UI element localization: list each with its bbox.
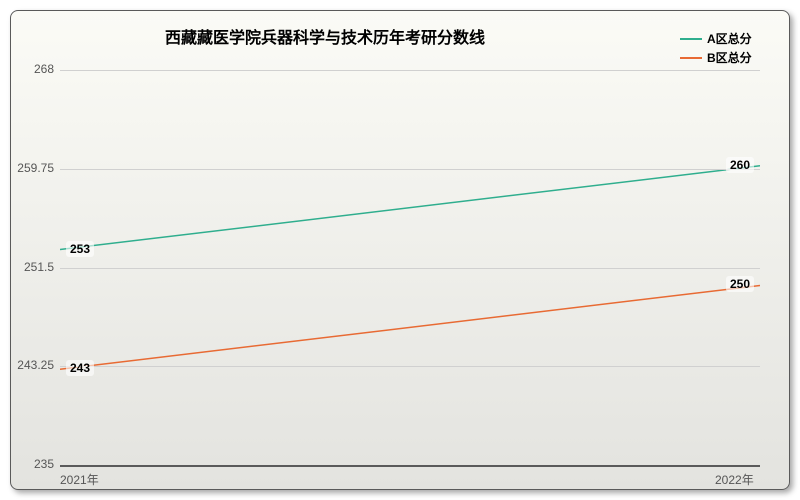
legend-label-a: A区总分 — [707, 30, 752, 47]
legend-label-b: B区总分 — [707, 49, 752, 66]
data-label: 253 — [66, 241, 94, 257]
legend-swatch-b — [680, 57, 702, 59]
x-axis-label: 2021年 — [60, 471, 99, 488]
x-axis-label: 2022年 — [715, 471, 754, 488]
legend: A区总分 B区总分 — [680, 30, 752, 68]
series-line — [60, 285, 760, 369]
grid-line — [60, 268, 760, 269]
legend-item-b: B区总分 — [680, 49, 752, 66]
grid-line — [60, 366, 760, 367]
chart-title: 西藏藏医学院兵器科学与技术历年考研分数线 — [0, 24, 650, 48]
y-axis-label: 259.75 — [17, 161, 54, 175]
legend-item-a: A区总分 — [680, 30, 752, 47]
grid-line — [60, 169, 760, 170]
y-axis-label: 243.25 — [17, 358, 54, 372]
x-axis-line — [60, 465, 760, 467]
data-label: 250 — [726, 276, 754, 292]
grid-line — [60, 70, 760, 71]
y-axis-label: 235 — [34, 457, 54, 471]
data-label: 243 — [66, 360, 94, 376]
chart-container: 西藏藏医学院兵器科学与技术历年考研分数线 A区总分 B区总分 235 243.25… — [0, 0, 800, 500]
data-label: 260 — [726, 157, 754, 173]
y-axis-label: 251.5 — [24, 260, 54, 274]
y-axis-label: 268 — [34, 62, 54, 76]
plot-area — [60, 70, 760, 465]
series-line — [60, 166, 760, 250]
legend-swatch-a — [680, 38, 702, 40]
